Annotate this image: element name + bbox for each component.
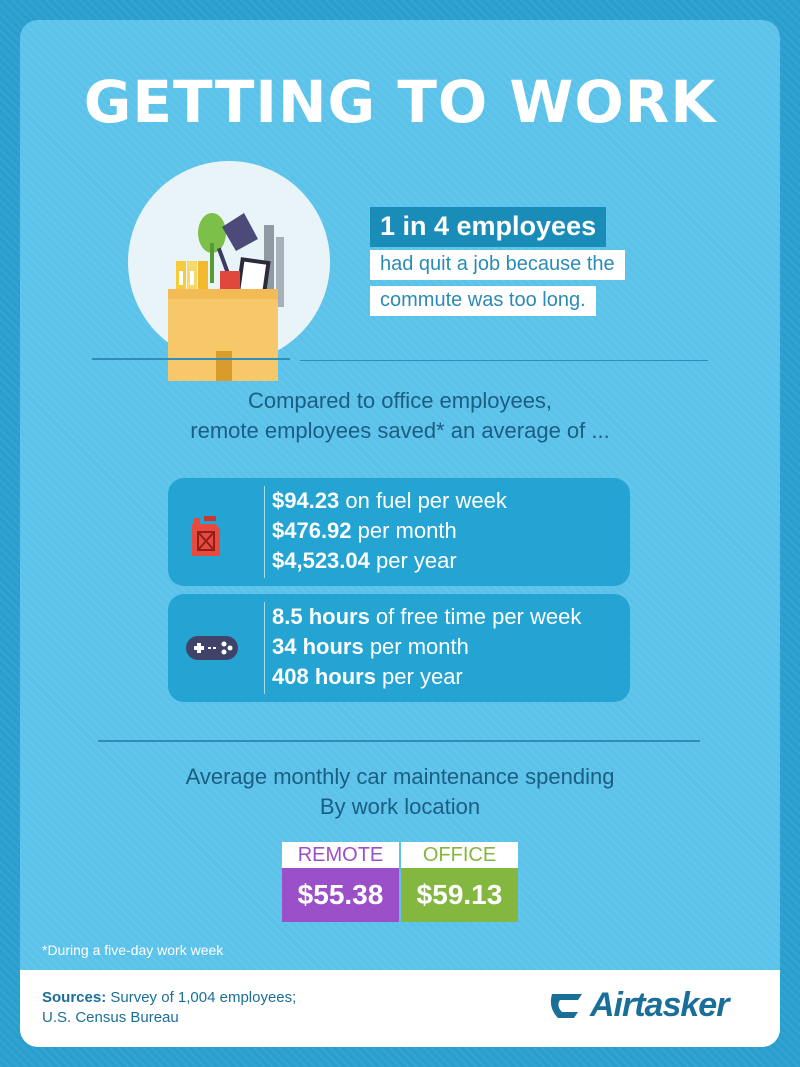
remote-header: REMOTE bbox=[282, 842, 399, 868]
remote-value: $55.38 bbox=[282, 868, 399, 922]
fuel-month: $476.92 per month bbox=[272, 518, 457, 543]
airtasker-logo-mark-icon bbox=[550, 994, 582, 1018]
fuel-savings-panel: $94.23 on fuel per week $476.92 per mont… bbox=[168, 478, 630, 586]
stat-headline: 1 in 4 employees bbox=[370, 207, 607, 247]
sources-label: Sources: bbox=[42, 989, 107, 1006]
fuel-week: $94.23 on fuel per week bbox=[272, 488, 507, 513]
office-header: OFFICE bbox=[401, 842, 518, 868]
fuel-year: $4,523.04 per year bbox=[272, 548, 457, 573]
brand-name: Airtasker bbox=[590, 986, 729, 1024]
maintenance-table: REMOTE OFFICE $55.38 $59.13 bbox=[282, 842, 518, 922]
infographic-card: GETTING TO WORK 1 in 4 employees had qui… bbox=[20, 20, 780, 1047]
box-of-office-items-icon bbox=[168, 213, 284, 381]
maintenance-line-2: By work location bbox=[319, 794, 481, 819]
time-week: 8.5 hours of free time per week bbox=[272, 604, 582, 629]
savings-intro-line-1: Compared to office employees, bbox=[247, 388, 553, 413]
time-savings-panel: 8.5 hours of free time per week 34 hours… bbox=[168, 594, 630, 702]
maintenance-heading: Average monthly car maintenance spending… bbox=[20, 762, 780, 822]
page-title: GETTING TO WORK bbox=[83, 68, 717, 136]
maintenance-line-1: Average monthly car maintenance spending bbox=[185, 764, 615, 789]
fuel-can-icon bbox=[192, 516, 220, 556]
savings-intro: Compared to office employees, remote emp… bbox=[20, 386, 780, 446]
time-year: 408 hours per year bbox=[272, 664, 463, 689]
time-panel-divider bbox=[264, 602, 265, 694]
hero-underline-left bbox=[92, 358, 290, 360]
sources: Sources: Survey of 1,004 employees; U.S.… bbox=[42, 988, 296, 1028]
fuel-panel-divider bbox=[264, 486, 265, 578]
footnote: *During a five-day work week bbox=[42, 942, 224, 958]
hero-underline-right bbox=[300, 360, 708, 361]
stat-line-2: commute was too long. bbox=[370, 286, 596, 316]
office-value: $59.13 bbox=[401, 868, 518, 922]
fuel-savings-list: $94.23 on fuel per week $476.92 per mont… bbox=[272, 486, 507, 576]
footer: Sources: Survey of 1,004 employees; U.S.… bbox=[20, 970, 780, 1047]
savings-intro-line-2: remote employees saved* an average of ..… bbox=[190, 418, 610, 443]
sources-line-2: U.S. Census Bureau bbox=[42, 1009, 179, 1026]
sources-line-1: Survey of 1,004 employees; bbox=[106, 989, 297, 1006]
stat-line-1: had quit a job because the bbox=[370, 250, 625, 280]
time-month: 34 hours per month bbox=[272, 634, 469, 659]
time-savings-list: 8.5 hours of free time per week 34 hours… bbox=[272, 602, 581, 692]
game-controller-icon bbox=[186, 636, 238, 660]
section-divider bbox=[98, 740, 700, 742]
